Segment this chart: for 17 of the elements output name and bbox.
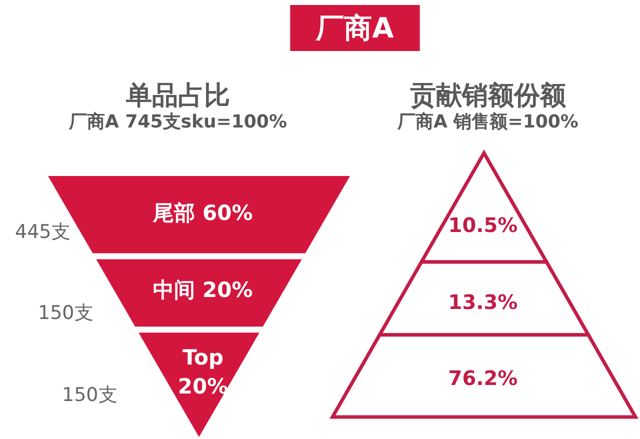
text: 贡献销额份额 <box>410 81 567 111</box>
text: 厂商A <box>315 12 394 44</box>
category-label: 尾部 <box>152 201 196 225</box>
data-label: 13.3% <box>448 290 518 314</box>
text: 厂商A 销售额=100% <box>396 112 578 132</box>
data-label: 150支 <box>38 302 94 324</box>
category-label: Top <box>182 346 224 370</box>
data-label: 60% <box>202 201 253 225</box>
data-label: 20% <box>178 374 228 398</box>
category-label: 中间 <box>153 278 196 302</box>
data-label: 150支 <box>62 384 118 406</box>
data-label: 20% <box>202 278 253 302</box>
data-label: 10.5% <box>448 213 518 237</box>
data-label: 445支 <box>15 221 70 243</box>
data-label: 76.2% <box>448 366 518 390</box>
text: 单品占比 <box>125 81 230 111</box>
text: 厂商A 745支sku=100% <box>68 112 287 132</box>
